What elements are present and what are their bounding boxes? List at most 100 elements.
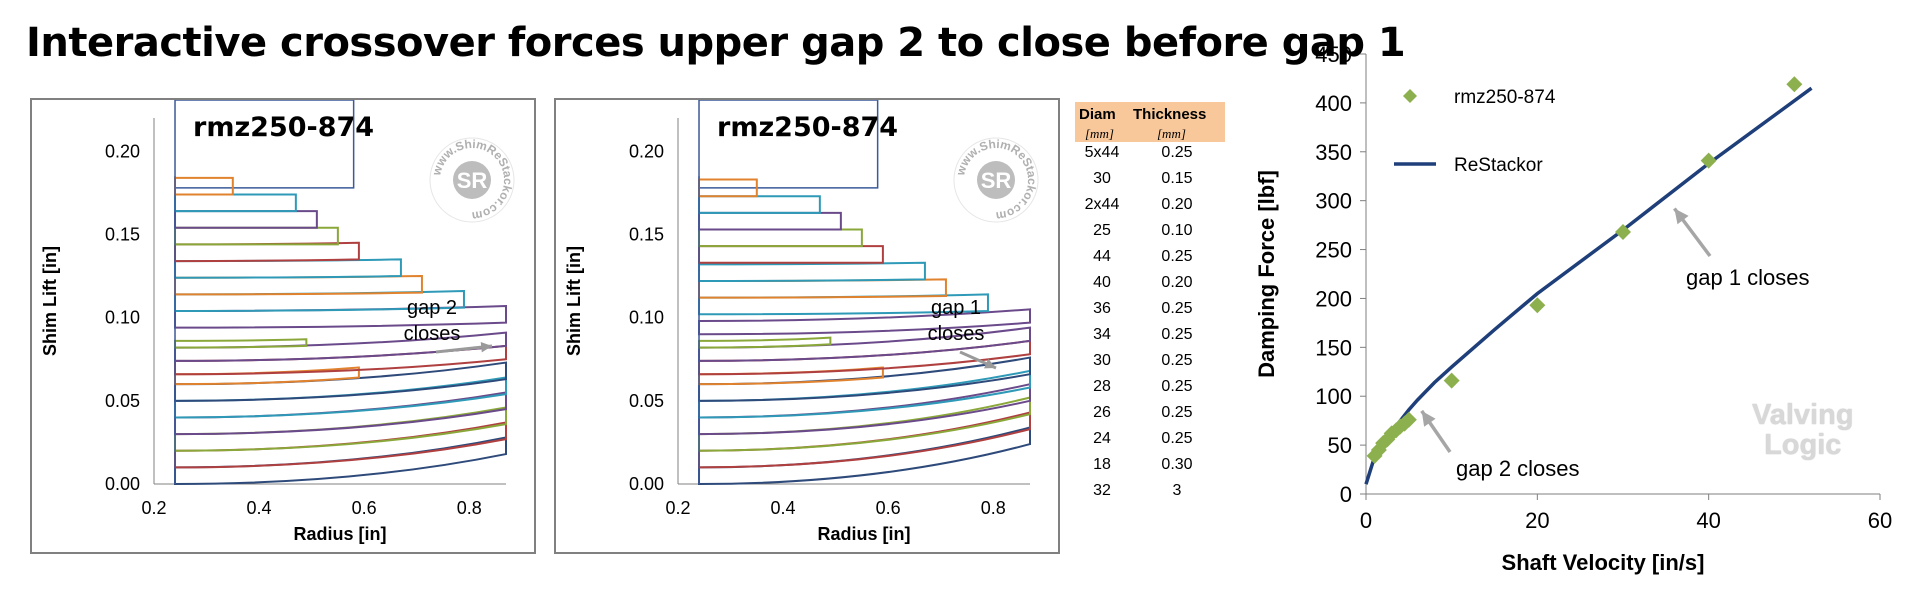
x-tick-label: 0.8 — [457, 498, 482, 518]
x-axis-label: Shaft Velocity [in/s] — [1502, 550, 1705, 575]
shim-diameter: 36 — [1093, 300, 1111, 317]
shim-outline — [174, 258, 402, 279]
shim-outline — [698, 261, 926, 283]
data-point-marker — [1443, 372, 1460, 389]
header-diam: Diam — [1079, 106, 1116, 123]
data-point-marker — [1387, 422, 1404, 439]
shim-table-row: 5x44 0.25 — [1075, 142, 1225, 168]
shim-outline — [174, 241, 360, 263]
y-tick-label: 0 — [1340, 482, 1352, 507]
gap-annotation-line2: closes — [404, 323, 461, 345]
legend-label-rmz: rmz250-874 — [1454, 87, 1556, 108]
shim-table-row: 30 0.15 — [1075, 168, 1225, 194]
shim-lift-plot-left: 0.2 0.4 0.6 0.8 0.00 0.05 0.10 0.15 0.20 Radius [… — [40, 100, 515, 544]
shim-thickness: 0.20 — [1161, 274, 1193, 291]
seal-ring — [953, 137, 1039, 223]
legend-label-restackor: ReStackor — [1454, 155, 1543, 176]
y-tick-label: 0.00 — [629, 474, 664, 494]
x-tick-label: 0.2 — [665, 498, 690, 518]
shim-stack-table: Diam Thickness [mm] [mm] 5x44 0.25 30 0.15 2… — [1075, 102, 1225, 506]
page-title: Interactive crossover forces upper gap 2… — [26, 20, 1406, 66]
shim-outline — [698, 426, 1031, 486]
annotation-arrow-head — [1674, 208, 1689, 225]
watermark-line-2: Logic — [1764, 429, 1842, 461]
shim-thickness: 0.20 — [1161, 196, 1193, 213]
header-thickness: Thickness — [1133, 106, 1207, 123]
shim-outline — [174, 391, 507, 436]
shim-outline — [698, 278, 947, 299]
stack-label-box — [698, 100, 879, 189]
x-tick-label: 0.6 — [352, 498, 377, 518]
shim-thickness: 0.25 — [1161, 300, 1193, 317]
shim-lift-chart-left: 0.2 0.4 0.6 0.8 0.00 0.05 0.10 0.15 0.20 Radius [… — [30, 98, 536, 554]
annotation-arrow-head — [480, 341, 492, 353]
x-tick-label: 0.4 — [771, 498, 796, 518]
shim-outline — [174, 176, 234, 196]
legend-marker-rmz — [1403, 89, 1417, 103]
seal-ring — [429, 137, 515, 223]
x-tick-label: 0 — [1360, 508, 1372, 533]
shim-table-row: 26 0.25 — [1075, 402, 1225, 428]
shim-outline — [698, 336, 832, 349]
shim-table-row: 36 0.25 — [1075, 298, 1225, 324]
y-tick-label: 0.20 — [629, 141, 664, 161]
shim-outline — [698, 211, 842, 231]
shim-outline — [698, 411, 1031, 469]
shim-diameter: 40 — [1093, 274, 1111, 291]
gap-annotation-line2: closes — [928, 323, 985, 345]
shim-outline — [174, 226, 339, 246]
shim-thickness: 0.25 — [1161, 430, 1193, 447]
y-tick-label: 0.10 — [629, 308, 664, 328]
shim-thickness: 0.25 — [1161, 326, 1193, 343]
x-tick-label: 0.2 — [141, 498, 166, 518]
y-tick-label: 0.00 — [105, 474, 140, 494]
data-point-marker — [1615, 223, 1631, 240]
shim-outline — [698, 308, 1031, 336]
shim-table-row: 24 0.25 — [1075, 428, 1225, 454]
shim-outline — [698, 245, 884, 264]
shim-thickness: 3 — [1172, 482, 1182, 499]
shim-outline — [698, 178, 758, 198]
shim-table-row: 28 0.25 — [1075, 376, 1225, 402]
shim-table-row: 34 0.25 — [1075, 324, 1225, 350]
watermark-line-1: Valving — [1752, 399, 1854, 431]
shim-outline — [174, 275, 423, 296]
shim-diameter: 25 — [1093, 222, 1111, 239]
annotation-gap2: gap 2 closes — [1456, 456, 1580, 481]
gap-annotation-line1: gap 2 — [407, 297, 457, 319]
shim-thickness: 0.25 — [1161, 404, 1193, 421]
y-tick-label: 0.10 — [105, 308, 140, 328]
y-tick-label: 450 — [1315, 42, 1352, 67]
stack-label: rmz250-874 — [193, 112, 374, 143]
shim-diameter: 2x44 — [1084, 196, 1120, 213]
y-tick-label: 150 — [1315, 335, 1352, 360]
y-tick-label: 200 — [1315, 286, 1352, 311]
shim-table-row: 32 3 — [1075, 480, 1225, 506]
shim-lift-chart-right: 0.2 0.4 0.6 0.8 0.00 0.05 0.10 0.15 0.20 Radius [… — [554, 98, 1060, 554]
data-point-marker — [1400, 411, 1417, 428]
annotation-arrow-head — [984, 358, 996, 369]
shim-table-row: 30 0.25 — [1075, 350, 1225, 376]
shim-table-row: 25 0.10 — [1075, 220, 1225, 246]
shim-table-row: 40 0.20 — [1075, 272, 1225, 298]
data-point-marker — [1529, 297, 1546, 314]
y-tick-label: 0.15 — [105, 224, 140, 244]
shim-lift-plot-right: 0.2 0.4 0.6 0.8 0.00 0.05 0.10 0.15 0.20 Radius [… — [564, 100, 1039, 544]
y-tick-label: 250 — [1315, 238, 1352, 263]
shim-diameter: 30 — [1093, 352, 1111, 369]
y-tick-label: 350 — [1315, 140, 1352, 165]
y-tick-label: 400 — [1315, 91, 1352, 116]
y-tick-label: 0.05 — [105, 391, 140, 411]
shim-diameter: 24 — [1093, 430, 1111, 447]
data-point-marker — [1786, 76, 1803, 93]
y-tick-label: 100 — [1315, 384, 1352, 409]
y-tick-label: 0.05 — [629, 391, 664, 411]
seal-disc — [453, 161, 491, 199]
shim-thickness: 0.10 — [1161, 222, 1193, 239]
shim-diameter: 44 — [1093, 248, 1111, 265]
data-point-marker — [1700, 152, 1717, 169]
y-axis-label: Shim Lift [in] — [564, 246, 584, 356]
unit-diam: [mm] — [1085, 126, 1114, 141]
y-axis-label: Shim Lift [in] — [40, 246, 60, 356]
